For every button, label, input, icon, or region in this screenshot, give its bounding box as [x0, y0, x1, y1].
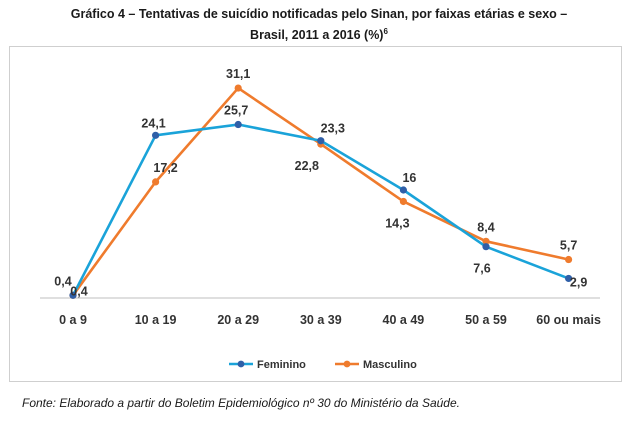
- data-point-masculino: [565, 255, 573, 264]
- data-label-masculino: 14,3: [385, 216, 409, 230]
- x-tick-label: 40 a 49: [383, 313, 425, 327]
- title-line-2: Brasil, 2011 a 2016 (%)6: [0, 23, 638, 44]
- chart-title: Gráfico 4 – Tentativas de suicídio notif…: [0, 6, 638, 44]
- title-line-1: Gráfico 4 – Tentativas de suicídio notif…: [70, 7, 568, 21]
- legend-marker-masculino: [343, 360, 351, 368]
- data-label-masculino: 8,4: [477, 220, 494, 234]
- data-label-masculino: 31,1: [226, 67, 250, 81]
- data-label-masculino: 5,7: [560, 239, 577, 253]
- x-tick-label: 0 a 9: [59, 313, 87, 327]
- data-label-feminino: 16: [402, 171, 416, 185]
- x-tick-label: 20 a 29: [217, 313, 259, 327]
- legend-item-feminino: Feminino: [229, 359, 306, 371]
- legend-marker-feminino: [237, 360, 245, 368]
- data-label-feminino: 25,7: [224, 104, 248, 118]
- data-label-masculino: 0,4: [70, 284, 87, 298]
- data-point-feminino: [317, 137, 325, 145]
- data-label-feminino: 0,4: [54, 274, 71, 288]
- data-point-feminino: [69, 291, 77, 299]
- x-tick-label: 60 ou mais: [536, 313, 601, 327]
- source-note: Fonte: Elaborado a partir do Boletim Epi…: [22, 396, 460, 410]
- x-tick-label: 10 a 19: [135, 313, 177, 327]
- data-label-masculino: 22,8: [295, 159, 319, 173]
- data-point-feminino: [152, 131, 160, 139]
- data-point-feminino: [482, 243, 490, 251]
- series-group: [69, 84, 573, 299]
- series-feminino: [69, 120, 573, 299]
- series-line-feminino: [71, 123, 570, 297]
- data-label-feminino: 23,3: [321, 122, 345, 136]
- data-label-feminino: 2,9: [570, 275, 587, 289]
- data-point-feminino: [399, 186, 407, 194]
- legend-item-masculino: Masculino: [335, 359, 417, 371]
- data-labels: 0,4 24,1 25,7 23,3 16 7,6 2,9 0,4 17,2 31,1 22,8 14…: [54, 67, 587, 298]
- data-point-masculino: [234, 84, 242, 92]
- data-point-feminino: [234, 120, 242, 129]
- data-label-feminino: 7,6: [473, 262, 490, 276]
- data-point-feminino: [565, 274, 573, 283]
- data-point-masculino: [152, 178, 160, 186]
- legend: Feminino Masculino: [229, 359, 417, 371]
- title-line-2-text: Brasil, 2011 a 2016 (%): [250, 28, 384, 43]
- x-tick-label: 30 a 39: [300, 313, 342, 327]
- data-label-feminino: 24,1: [141, 116, 165, 130]
- data-label-masculino: 17,2: [153, 161, 177, 175]
- data-point-masculino: [482, 237, 490, 245]
- data-point-masculino: [399, 197, 407, 206]
- x-axis-tick-labels: 0 a 9 10 a 19 20 a 29 30 a 39 40 a 49 50 a 59…: [59, 313, 601, 327]
- legend-label-feminino: Feminino: [257, 359, 306, 371]
- legend-label-masculino: Masculino: [363, 359, 417, 371]
- title-footnote: 6: [383, 27, 388, 36]
- chart-frame: [9, 46, 622, 382]
- x-tick-label: 50 a 59: [465, 313, 507, 327]
